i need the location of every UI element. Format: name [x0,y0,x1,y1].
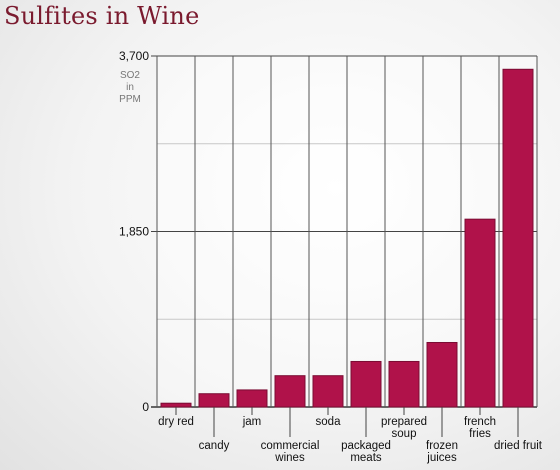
x-tick-label: jam [242,416,262,428]
x-tick-label: meats [350,452,382,464]
y-axis-label: in [126,82,134,93]
bar [160,402,192,408]
bar [236,389,268,408]
y-axis-label: SO2 [120,70,140,81]
x-tick-label: fries [469,428,491,440]
y-tick-label: 0 [142,400,149,414]
x-tick-label: wines [274,452,305,464]
x-tick-label: frozen [426,440,458,452]
bar [426,341,458,408]
x-tick-label: dry red [158,416,194,428]
bar [274,375,306,408]
chart-title: Sulfites in Wine [4,2,200,30]
y-tick-label: 1,850 [119,225,149,239]
bar [312,375,344,408]
bar [464,218,496,408]
bar [198,393,230,408]
y-tick-label: 3,700 [119,49,149,63]
x-tick-label: french [464,416,496,428]
x-tick-label: soup [392,428,417,440]
x-tick-label: commercial [261,440,320,452]
bar [350,360,382,408]
y-axis-label: PPM [119,94,141,105]
bar [388,360,420,408]
bar [502,68,534,408]
x-tick-label: soda [316,416,342,428]
x-tick-label: packaged [341,440,391,452]
x-tick-label: candy [199,440,230,452]
x-tick-label: prepared [381,416,427,428]
x-tick-label: dried fruit [494,440,543,452]
x-tick-label: juices [426,452,457,464]
